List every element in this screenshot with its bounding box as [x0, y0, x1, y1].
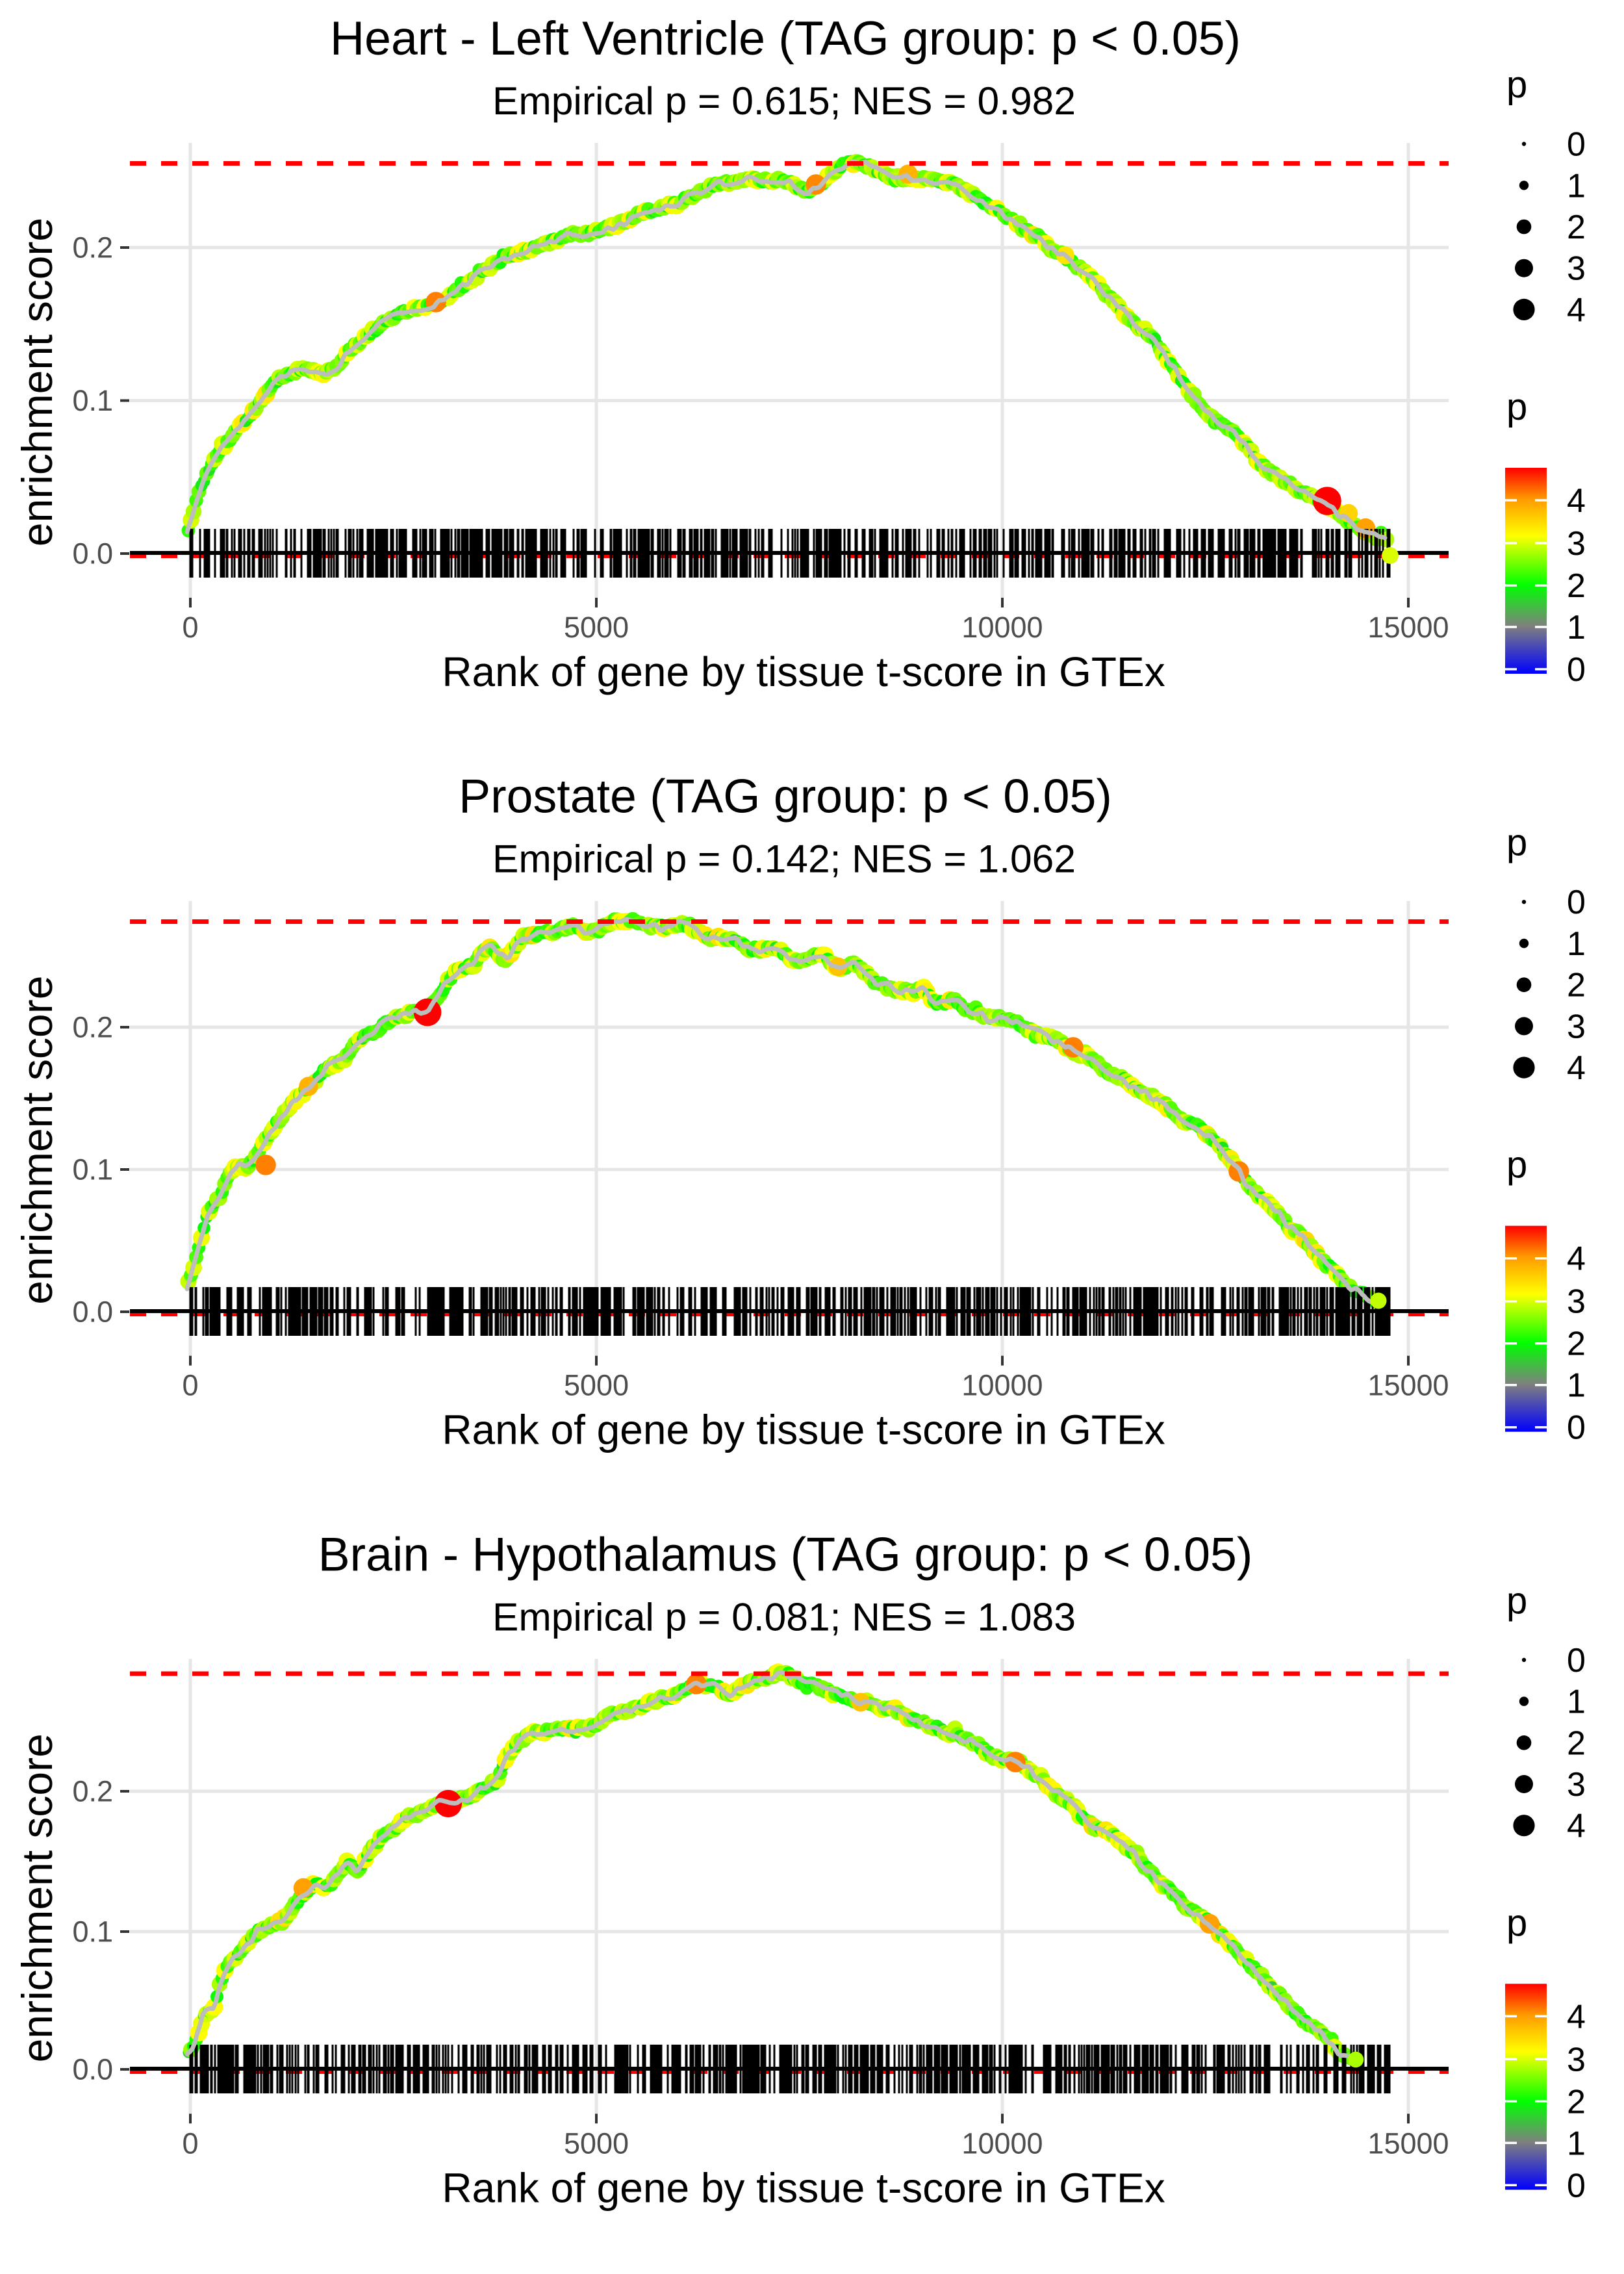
svg-text:3: 3	[1567, 250, 1586, 288]
svg-text:3: 3	[1567, 1766, 1586, 1804]
svg-text:5000: 5000	[564, 611, 629, 644]
svg-text:10000: 10000	[961, 1369, 1043, 1402]
svg-text:Prostate (TAG group: p < 0.05): Prostate (TAG group: p < 0.05)	[459, 769, 1112, 823]
svg-text:4: 4	[1567, 1049, 1586, 1087]
svg-text:1: 1	[1567, 1367, 1586, 1405]
svg-text:2: 2	[1567, 1325, 1586, 1363]
svg-text:Rank of gene by tissue t-score: Rank of gene by tissue t-score in GTEx	[442, 1407, 1165, 1453]
svg-text:p: p	[1506, 386, 1527, 428]
svg-text:10000: 10000	[961, 2127, 1043, 2160]
svg-text:4: 4	[1567, 1998, 1586, 2036]
svg-text:2: 2	[1567, 209, 1586, 246]
svg-text:1: 1	[1567, 609, 1586, 646]
svg-text:15000: 15000	[1367, 1369, 1449, 1402]
svg-text:0: 0	[1567, 884, 1586, 921]
svg-text:3: 3	[1567, 525, 1586, 563]
svg-text:2: 2	[1567, 1724, 1586, 1762]
svg-text:0: 0	[182, 611, 198, 644]
svg-text:5000: 5000	[564, 2127, 629, 2160]
svg-text:Empirical p = 0.142; NES = 1.0: Empirical p = 0.142; NES = 1.062	[492, 837, 1076, 881]
svg-text:0: 0	[1567, 2167, 1586, 2204]
svg-text:3: 3	[1567, 1008, 1586, 1045]
svg-text:0.1: 0.1	[72, 384, 113, 417]
svg-text:15000: 15000	[1367, 2127, 1449, 2160]
svg-text:3: 3	[1567, 2041, 1586, 2078]
svg-text:0.0: 0.0	[72, 2053, 113, 2086]
svg-text:4: 4	[1567, 1240, 1586, 1278]
svg-text:0.2: 0.2	[72, 1011, 113, 1044]
svg-text:Empirical p = 0.615; NES = 0.9: Empirical p = 0.615; NES = 0.982	[492, 79, 1076, 123]
svg-text:2: 2	[1567, 2083, 1586, 2121]
svg-text:0: 0	[1567, 651, 1586, 689]
svg-text:4: 4	[1567, 291, 1586, 329]
svg-text:5000: 5000	[564, 1369, 629, 1402]
svg-text:0.2: 0.2	[72, 231, 113, 264]
svg-text:1: 1	[1567, 1683, 1586, 1721]
svg-text:0: 0	[182, 1369, 198, 1402]
svg-text:0.1: 0.1	[72, 1915, 113, 1948]
svg-text:Brain - Hypothalamus (TAG grou: Brain - Hypothalamus (TAG group: p < 0.0…	[318, 1527, 1253, 1581]
svg-text:3: 3	[1567, 1283, 1586, 1321]
svg-text:Rank of gene by tissue t-score: Rank of gene by tissue t-score in GTEx	[442, 648, 1165, 695]
svg-text:Rank of gene by tissue t-score: Rank of gene by tissue t-score in GTEx	[442, 2164, 1165, 2211]
svg-text:enrichment score: enrichment score	[13, 218, 61, 546]
svg-text:p: p	[1506, 1579, 1527, 1622]
svg-text:4: 4	[1567, 482, 1586, 520]
svg-text:0: 0	[1567, 1409, 1586, 1447]
svg-text:p: p	[1506, 822, 1527, 864]
svg-text:15000: 15000	[1367, 611, 1449, 644]
svg-text:2: 2	[1567, 967, 1586, 1004]
svg-text:enrichment score: enrichment score	[13, 1733, 61, 2062]
svg-text:Heart - Left Ventricle (TAG gr: Heart - Left Ventricle (TAG group: p < 0…	[330, 11, 1241, 65]
svg-text:p: p	[1506, 1902, 1527, 1944]
svg-text:0: 0	[1567, 126, 1586, 164]
svg-text:10000: 10000	[961, 611, 1043, 644]
svg-text:enrichment score: enrichment score	[13, 976, 61, 1305]
svg-text:0: 0	[182, 2127, 198, 2160]
svg-text:p: p	[1506, 1144, 1527, 1186]
svg-text:1: 1	[1567, 2125, 1586, 2162]
svg-text:0.1: 0.1	[72, 1153, 113, 1186]
svg-text:1: 1	[1567, 167, 1586, 205]
svg-text:p: p	[1506, 64, 1527, 106]
svg-text:1: 1	[1567, 925, 1586, 963]
svg-text:0: 0	[1567, 1642, 1586, 1680]
svg-text:0.0: 0.0	[72, 1296, 113, 1329]
svg-text:0.0: 0.0	[72, 537, 113, 570]
svg-text:Empirical p = 0.081; NES = 1.0: Empirical p = 0.081; NES = 1.083	[492, 1594, 1076, 1639]
svg-text:0.2: 0.2	[72, 1775, 113, 1808]
svg-text:4: 4	[1567, 1808, 1586, 1845]
svg-text:2: 2	[1567, 567, 1586, 605]
